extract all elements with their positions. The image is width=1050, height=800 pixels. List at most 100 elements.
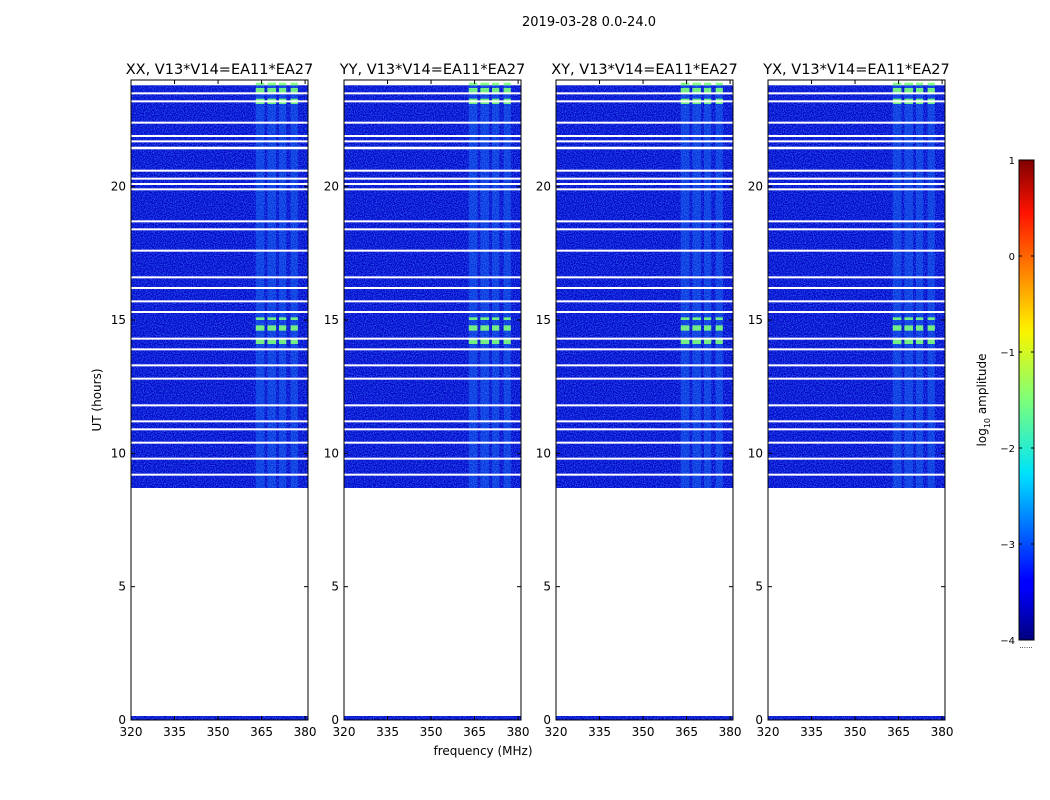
rfi-burst xyxy=(267,82,277,86)
noise-texture xyxy=(556,149,733,489)
gap-row xyxy=(131,92,308,95)
gap-row xyxy=(131,377,308,380)
panels: XX, V13*V14=EA11*EA27 320 335 350 365 380 0 5 10… xyxy=(111,62,954,739)
gap-row xyxy=(768,287,945,289)
gap-row xyxy=(131,457,308,460)
colorbar-tick-label: −4 xyxy=(1000,636,1015,647)
rfi-band xyxy=(692,85,702,147)
gap-row xyxy=(131,249,308,252)
rfi-burst xyxy=(680,88,690,94)
gap-row xyxy=(344,311,521,313)
x-tick-label: 350 xyxy=(207,725,230,739)
gap-row xyxy=(768,183,945,185)
rfi-burst xyxy=(480,82,490,86)
gap-row xyxy=(768,404,945,407)
rfi-burst xyxy=(290,325,298,331)
rfi-burst xyxy=(491,88,500,94)
gap-row xyxy=(768,92,945,95)
gap-row xyxy=(768,428,945,431)
gap-row xyxy=(556,177,733,180)
gap-row xyxy=(556,311,733,313)
gap-row xyxy=(556,348,733,351)
gap-row xyxy=(768,135,945,137)
rfi-burst xyxy=(468,338,478,344)
gap-row xyxy=(768,420,945,423)
x-tick-label: 350 xyxy=(632,725,655,739)
x-tick-label: 365 xyxy=(887,725,910,739)
gap-row xyxy=(556,364,733,367)
y-tick-label: 10 xyxy=(536,446,551,460)
rfi-burst xyxy=(692,88,702,94)
gap-row xyxy=(556,121,733,124)
rfi-burst xyxy=(278,88,287,94)
gap-row xyxy=(131,228,308,231)
rfi-burst xyxy=(703,317,712,320)
rfi-burst xyxy=(927,82,935,86)
rfi-burst xyxy=(904,82,914,86)
y-tick-label: 20 xyxy=(111,180,126,194)
rfi-burst xyxy=(491,325,500,331)
rfi-burst xyxy=(892,317,902,320)
rfi-burst xyxy=(480,88,490,94)
x-tick-label: 365 xyxy=(250,725,273,739)
gap-row xyxy=(556,92,733,95)
rfi-burst xyxy=(927,338,935,344)
rfi-burst xyxy=(892,88,902,94)
rfi-burst xyxy=(503,317,511,320)
gap-row xyxy=(768,249,945,252)
colorbar-extra-text: ...... xyxy=(1019,642,1032,650)
x-tick-label: 365 xyxy=(675,725,698,739)
axes-frame xyxy=(555,79,734,721)
colorbar-label: log10 amplitude xyxy=(975,354,992,447)
colorbar-gradient xyxy=(1018,159,1035,641)
y-tick-label: 20 xyxy=(324,180,339,194)
rfi-band xyxy=(290,85,298,147)
colorbar-tick-label: −3 xyxy=(1000,540,1015,551)
gap-row xyxy=(344,457,521,460)
gap-row xyxy=(344,337,521,340)
noise-texture xyxy=(131,149,308,489)
panel-title: YX, V13*V14=EA11*EA27 xyxy=(762,62,949,78)
gap-row xyxy=(556,457,733,460)
rfi-band xyxy=(915,85,924,147)
gap-row xyxy=(768,364,945,367)
y-tick-label: 5 xyxy=(543,580,551,594)
rfi-burst xyxy=(278,325,287,331)
gap-row xyxy=(768,337,945,340)
gap-row xyxy=(344,249,521,252)
rfi-burst xyxy=(927,88,935,94)
rfi-burst xyxy=(503,82,511,86)
rfi-burst xyxy=(715,317,723,320)
x-tick-label: 320 xyxy=(120,725,143,739)
colorbar-tick-label: 1 xyxy=(1009,156,1015,167)
y-tick-label: 20 xyxy=(536,180,551,194)
gap-row xyxy=(556,404,733,407)
x-tick-label: 350 xyxy=(420,725,443,739)
rfi-burst xyxy=(468,325,478,331)
gap-row xyxy=(131,188,308,191)
gap-row xyxy=(344,188,521,191)
gap-row xyxy=(131,428,308,431)
colorbar-label-main: log xyxy=(975,428,989,446)
x-tick-label: 320 xyxy=(757,725,780,739)
colorbar-ticks: −4 −3 −2 −1 0 1 xyxy=(1000,156,1034,647)
rfi-band xyxy=(703,85,712,147)
rfi-band xyxy=(927,85,935,147)
noise-texture xyxy=(344,149,521,489)
figure-suptitle: 2019-03-28 0.0-24.0 xyxy=(522,15,656,30)
gap-row xyxy=(131,100,308,103)
gap-row xyxy=(768,228,945,231)
x-tick-label: 320 xyxy=(545,725,568,739)
rfi-burst xyxy=(278,338,287,344)
colorbar-label-sub: 10 xyxy=(983,418,992,428)
rfi-band xyxy=(680,85,690,147)
rfi-burst xyxy=(915,82,924,86)
gap-row xyxy=(556,300,733,303)
rfi-band xyxy=(892,85,902,147)
rfi-burst xyxy=(915,88,924,94)
rfi-burst xyxy=(703,82,712,86)
rfi-burst xyxy=(692,82,702,86)
rfi-burst xyxy=(703,325,712,331)
rfi-burst xyxy=(904,338,914,344)
